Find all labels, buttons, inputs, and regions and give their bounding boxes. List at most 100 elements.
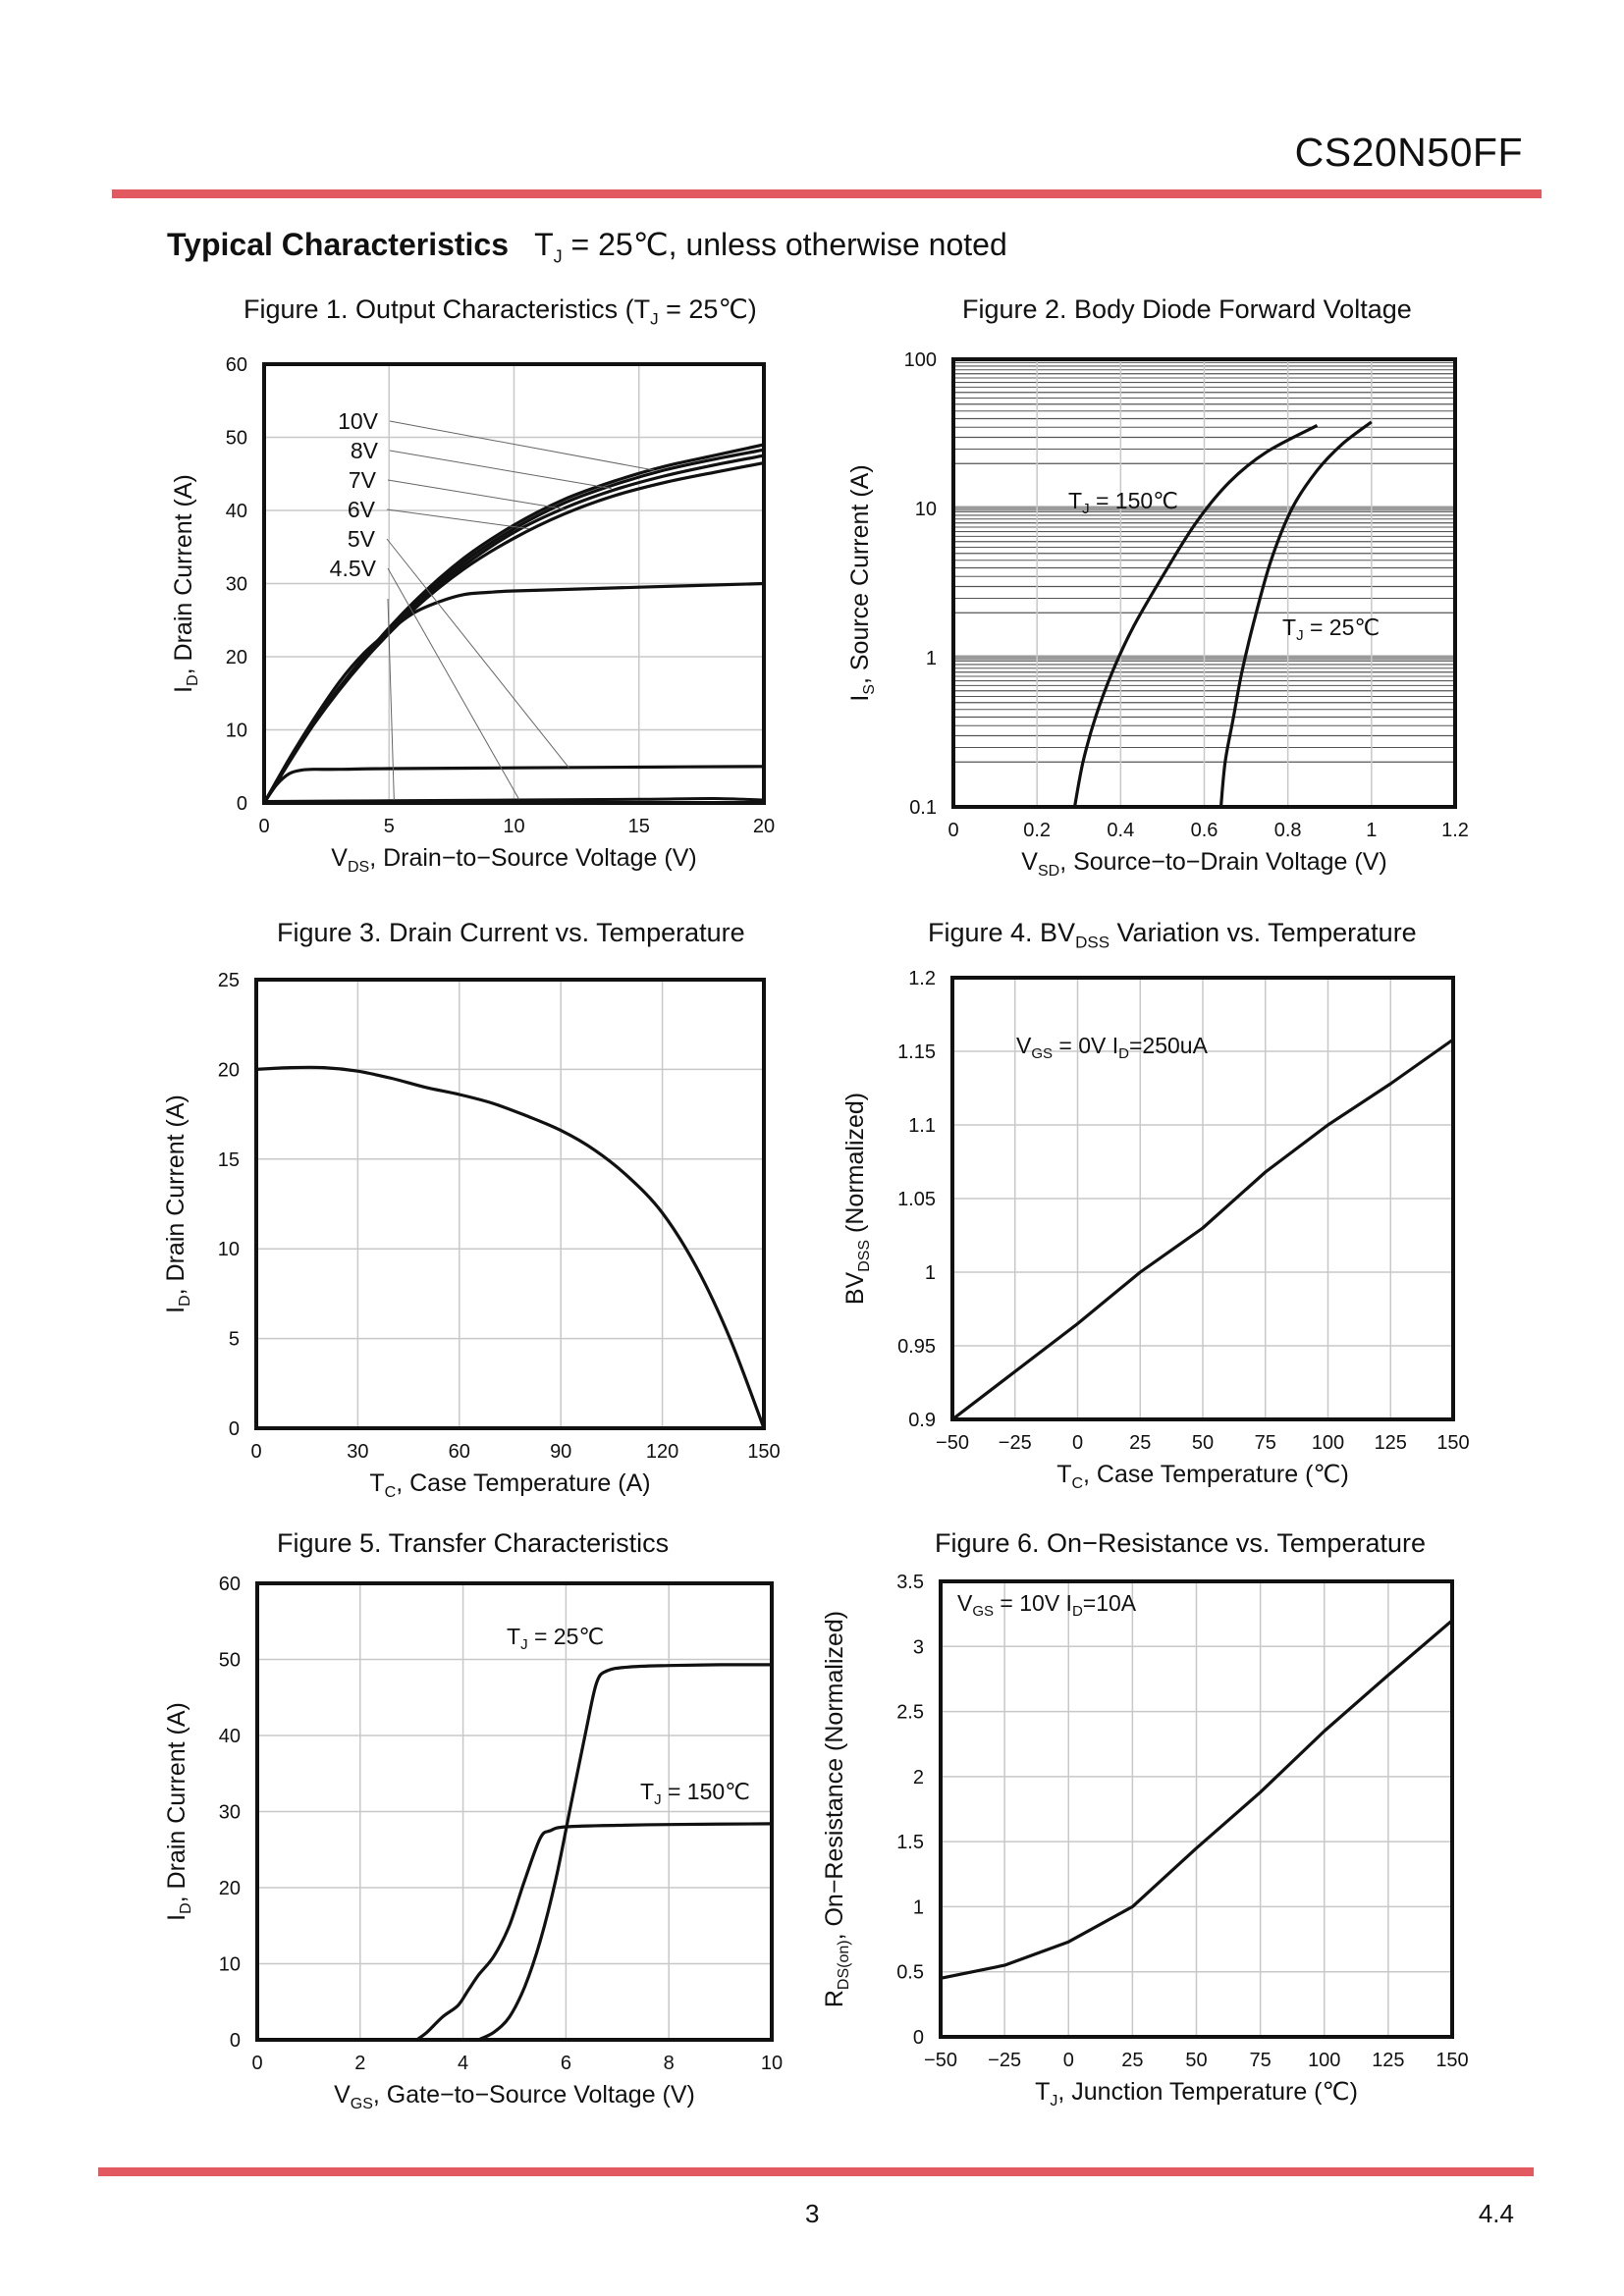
fig4-group: −50 −25 0 25 50 75 100 125 150 0.9 0.95 1 1.05 1.1 1.1… xyxy=(897,968,1470,1454)
fig1-legend-label: 5V xyxy=(348,526,376,552)
fig2-ann25-sub: J xyxy=(1296,627,1304,644)
fig6-xtick-label: 50 xyxy=(1185,2050,1207,2071)
fig2-series-line xyxy=(1218,420,1373,808)
fig3-xtick-label: 150 xyxy=(747,1441,780,1463)
fig4-title-sub: DSS xyxy=(1075,933,1110,952)
fig5-ann25-sub: J xyxy=(520,1636,528,1653)
fig3-ytick-label: 20 xyxy=(218,1059,240,1081)
fig3-ylabel-tail: , Drain Current (A) xyxy=(162,1095,189,1295)
fig3-ylabel-main: I xyxy=(162,1307,189,1313)
fig1-legend-label: 6V xyxy=(348,497,376,522)
fig2-ytick-label: 0.1 xyxy=(909,797,937,819)
fig4-ylabel-tail: (Normalized) xyxy=(841,1093,869,1240)
fig6-ytick-label: 0 xyxy=(913,2027,924,2049)
fig5-ytick-label: 20 xyxy=(219,1878,241,1899)
fig4-ytick-label: 1.2 xyxy=(908,968,936,989)
fig1-xtick-label: 5 xyxy=(384,816,395,837)
fig6-xlabel-sub: J xyxy=(1050,2093,1057,2109)
fig4-xtick-label: 25 xyxy=(1129,1432,1151,1454)
fig4-ytick-label: 1.1 xyxy=(908,1115,936,1137)
fig5-ann150-main: T xyxy=(640,1779,654,1804)
fig5-xtick-label: 2 xyxy=(354,2053,365,2074)
fig6-frame xyxy=(939,1579,1454,2039)
fig5-ylabel-tail: , Drain Current (A) xyxy=(163,1702,190,1902)
footer-rule xyxy=(98,2167,1534,2176)
fig2-ytick-label: 10 xyxy=(915,499,937,520)
fig6-xtick-label: 0 xyxy=(1063,2050,1074,2071)
fig2-ytick-label: 100 xyxy=(904,349,937,371)
section-tj-sub: J xyxy=(553,246,563,267)
fig5-ytick-label: 0 xyxy=(230,2030,241,2052)
fig1-ytick-label: 0 xyxy=(237,793,247,815)
fig2-xtick-label: 0.8 xyxy=(1274,820,1302,841)
fig6-annotation: VGS = 10V ID=10A xyxy=(957,1590,1137,1620)
fig1-ytick-label: 40 xyxy=(226,501,247,522)
fig1-ytick-label: 10 xyxy=(226,721,247,742)
fig3-ytick-label: 25 xyxy=(218,970,240,991)
fig4-ylabel: BVDSS (Normalized) xyxy=(841,1093,873,1305)
fig6-ylabel-tail: , On−Resistance (Normalized) xyxy=(821,1611,848,1941)
fig1-xlabel-main: V xyxy=(331,844,348,872)
fig1-ytick-label: 50 xyxy=(226,428,247,450)
fig2-ylabel-main: I xyxy=(846,695,874,702)
fig2-ann25-tail: = 25℃ xyxy=(1304,614,1380,640)
fig2-ytick-label: 1 xyxy=(926,648,937,669)
fig1-xtick-label: 20 xyxy=(753,816,775,837)
fig5-frame xyxy=(255,1581,774,2042)
fig2-xtick-label: 0.4 xyxy=(1107,820,1134,841)
fig1-xlabel-sub: DS xyxy=(348,859,369,876)
fig4-ylabel-main: BV xyxy=(841,1271,869,1305)
fig6-ytick-label: 1 xyxy=(913,1896,924,1918)
fig1-ytick-label: 30 xyxy=(226,574,247,596)
fig1-leader-line xyxy=(386,538,569,769)
fig1-leader-line xyxy=(387,479,565,510)
fig3-ylabel-sub: D xyxy=(177,1295,193,1307)
fig1-ytick-label: 20 xyxy=(226,647,247,668)
fig4-xtick-label: −25 xyxy=(999,1432,1032,1454)
fig1-series-line xyxy=(262,765,765,804)
fig3-xtick-label: 30 xyxy=(347,1441,368,1463)
fig4-ytick-label: 1 xyxy=(925,1262,936,1284)
fig6-ytick-label: 2.5 xyxy=(896,1702,924,1724)
fig1-xtick-label: 10 xyxy=(503,816,524,837)
fig5-annotation-25: TJ = 25℃ xyxy=(507,1624,604,1653)
fig6-title: Figure 6. On−Resistance vs. Temperature xyxy=(935,1528,1426,1558)
fig4-annotation: VGS = 0V ID=250uA xyxy=(1016,1033,1209,1062)
fig1-title: Figure 1. Output Characteristics (TJ = 2… xyxy=(244,294,757,329)
fig5-xtick-label: 10 xyxy=(761,2053,783,2074)
fig5-ylabel-sub: D xyxy=(178,1902,194,1914)
fig5-ytick-label: 30 xyxy=(219,1802,241,1824)
fig4-title-tail: Variation vs. Temperature xyxy=(1110,918,1417,947)
fig6-xlabel: TJ, Junction Temperature (℃) xyxy=(1035,2078,1358,2109)
fig2-xtick-label: 1 xyxy=(1366,820,1377,841)
fig2-annotation-25: TJ = 25℃ xyxy=(1282,614,1380,644)
fig3-xlabel-sub: C xyxy=(385,1484,397,1501)
fig5-ann25-tail: = 25℃ xyxy=(528,1624,605,1649)
fig5-series-line xyxy=(415,1822,773,2042)
fig2-xlabel-sub: SD xyxy=(1038,863,1059,880)
part-number: CS20N50FF xyxy=(1294,130,1523,175)
page-number: 3 xyxy=(805,2199,820,2228)
fig4-title-main: Figure 4. BV xyxy=(928,918,1076,947)
fig6-group: −50 −25 0 25 50 75 100 125 150 0 0.5 1 1.5 2 2.5 3 3.5 VG… xyxy=(896,1572,1469,2071)
fig5-title: Figure 5. Transfer Characteristics xyxy=(277,1528,670,1558)
fig4-ytick-label: 1.15 xyxy=(897,1041,936,1063)
fig1-ylabel-tail: , Drain Current (A) xyxy=(170,474,197,674)
fig2-xtick-label: 0.2 xyxy=(1023,820,1051,841)
section-tj-value: = 25℃, xyxy=(570,227,677,262)
fig3-ytick-label: 0 xyxy=(229,1418,240,1440)
fig5-xlabel-tail: , Gate−to−Source Voltage (V) xyxy=(373,2081,695,2109)
fig3-ytick-label: 15 xyxy=(218,1149,240,1171)
fig3-xlabel-tail: , Case Temperature (A) xyxy=(396,1469,650,1497)
fig4-xlabel: TC, Case Temperature (℃) xyxy=(1056,1461,1349,1492)
fig4-ylabel-sub: DSS xyxy=(856,1240,873,1272)
fig5-xlabel: VGS, Gate−to−Source Voltage (V) xyxy=(334,2081,695,2112)
fig5-ytick-label: 60 xyxy=(219,1574,241,1595)
fig1-xtick-label: 15 xyxy=(628,816,650,837)
fig2-xlabel-main: V xyxy=(1021,848,1038,876)
fig2-xtick-label: 0 xyxy=(947,820,958,841)
fig1-legend-label: 10V xyxy=(338,408,379,434)
fig5-xlabel-sub: GS xyxy=(351,2096,373,2112)
